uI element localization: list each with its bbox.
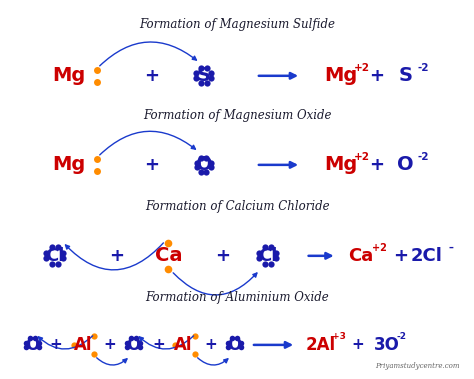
Text: Cl: Cl (258, 247, 277, 265)
Text: Cl: Cl (45, 247, 64, 265)
Text: Mg: Mg (52, 155, 85, 174)
Text: Formation of Calcium Chloride: Formation of Calcium Chloride (145, 200, 329, 213)
Text: S: S (197, 66, 211, 85)
Text: Ca: Ca (155, 246, 182, 265)
Text: O: O (25, 336, 39, 354)
Text: +3: +3 (332, 332, 346, 341)
Text: +: + (109, 247, 124, 265)
Text: Al: Al (73, 336, 92, 354)
Text: -2: -2 (417, 63, 429, 73)
Text: +: + (144, 156, 159, 174)
Text: +: + (393, 247, 408, 265)
Text: +: + (152, 337, 165, 352)
Text: Formation of Magnesium Oxide: Formation of Magnesium Oxide (143, 109, 331, 122)
Text: 2Cl: 2Cl (410, 247, 443, 265)
Text: Mg: Mg (325, 155, 358, 174)
Text: Formation of Aluminium Oxide: Formation of Aluminium Oxide (145, 291, 329, 304)
Text: O: O (227, 336, 241, 354)
Text: O: O (397, 155, 414, 174)
Text: S: S (398, 66, 412, 85)
Text: +2: +2 (354, 63, 370, 73)
Text: +: + (369, 156, 384, 174)
Text: +: + (103, 337, 116, 352)
Text: Priyamstudycentre.com: Priyamstudycentre.com (375, 362, 460, 370)
Text: +: + (144, 67, 159, 85)
Text: +2: +2 (373, 243, 387, 253)
Text: O: O (195, 155, 212, 174)
Text: O: O (126, 336, 140, 354)
Text: +: + (215, 247, 230, 265)
Text: Mg: Mg (52, 66, 85, 85)
Text: Formation of Magnesium Sulfide: Formation of Magnesium Sulfide (139, 18, 335, 31)
Text: -2: -2 (417, 152, 429, 162)
Text: Ca: Ca (348, 247, 374, 265)
Text: -2: -2 (396, 332, 406, 341)
Text: +2: +2 (354, 152, 370, 162)
Text: Al: Al (174, 336, 193, 354)
Text: +: + (204, 337, 217, 352)
Text: 3O: 3O (374, 336, 400, 354)
Text: +: + (352, 337, 365, 352)
Text: 2Al: 2Al (306, 336, 336, 354)
Text: +: + (369, 67, 384, 85)
Text: Mg: Mg (325, 66, 358, 85)
Text: –: – (448, 243, 454, 253)
Text: +: + (49, 337, 62, 352)
